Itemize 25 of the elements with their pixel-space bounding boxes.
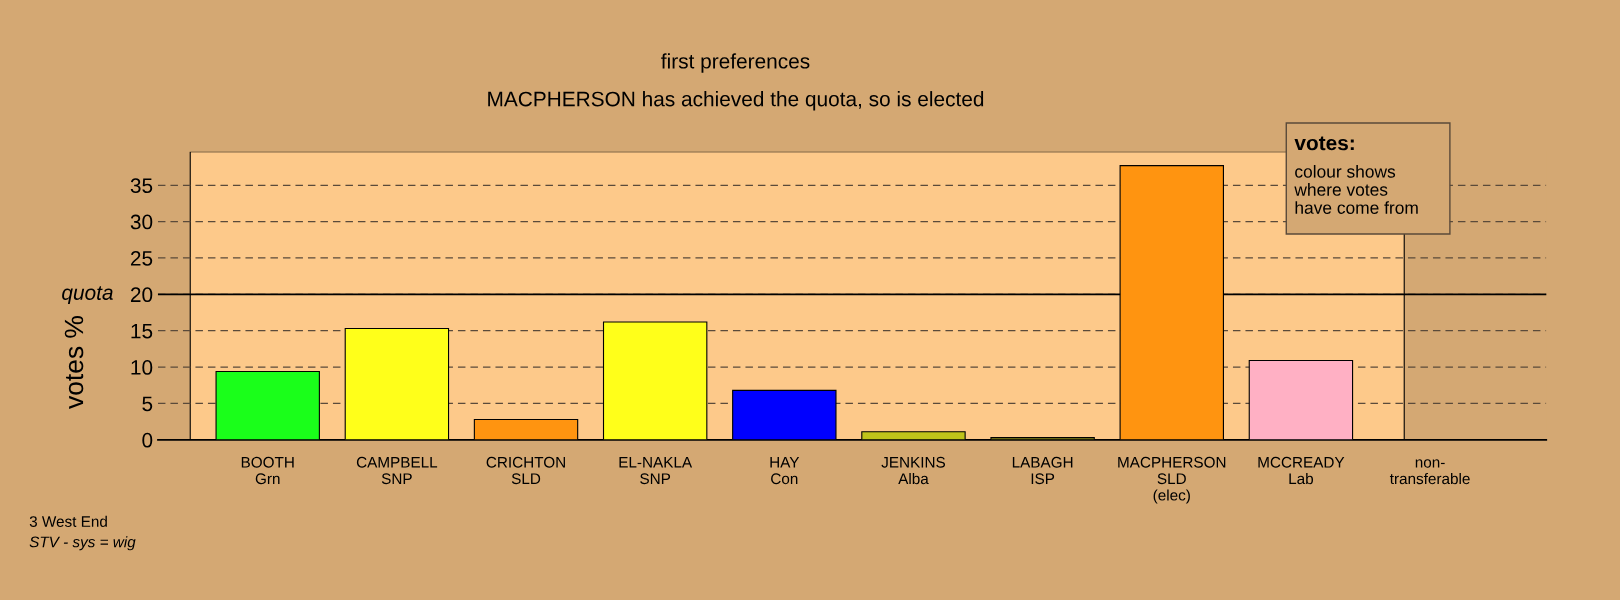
- chart-title: first preferences: [661, 53, 810, 73]
- ref-line-label: quota: [62, 286, 113, 305]
- y-tick-label: 10: [131, 360, 153, 375]
- y-axis-title: votes %: [64, 316, 84, 409]
- y-tick-label: 20: [130, 287, 153, 303]
- x-tick-label: LABAGH ISP: [1012, 456, 1073, 485]
- x-tick-label: BOOTH Grn: [241, 456, 294, 485]
- y-tick-label: 35: [130, 178, 153, 194]
- x-tick-label: MCCREADY Lab: [1258, 456, 1345, 485]
- y-tick-label: 15: [131, 323, 153, 339]
- chart-subtitle: MACPHERSON has achieved the quota, so is elected: [488, 91, 984, 111]
- x-tick-label: EL-NAKLA SNP: [619, 457, 693, 485]
- text: 3 West End: [29, 515, 107, 527]
- x-tick-label: JENKINS Alba: [881, 456, 946, 485]
- y-tick-label: 25: [130, 250, 153, 266]
- x-tick-label: non- transferable: [1389, 459, 1470, 485]
- x-tick-label: CRICHTON SLD: [486, 456, 565, 485]
- text: STV - sys = wig: [29, 536, 136, 551]
- y-tick-label: 0: [142, 432, 153, 448]
- x-tick-label: MACPHERSON SLD (elec): [1118, 456, 1226, 504]
- y-tick-label: 5: [142, 396, 153, 412]
- annotation: votes: colour shows where votes have come from: [1294, 136, 1418, 214]
- x-tick-label: HAY Con: [770, 457, 800, 485]
- y-tick-label: 30: [130, 214, 153, 230]
- x-tick-label: CAMPBELL SNP: [356, 456, 438, 485]
